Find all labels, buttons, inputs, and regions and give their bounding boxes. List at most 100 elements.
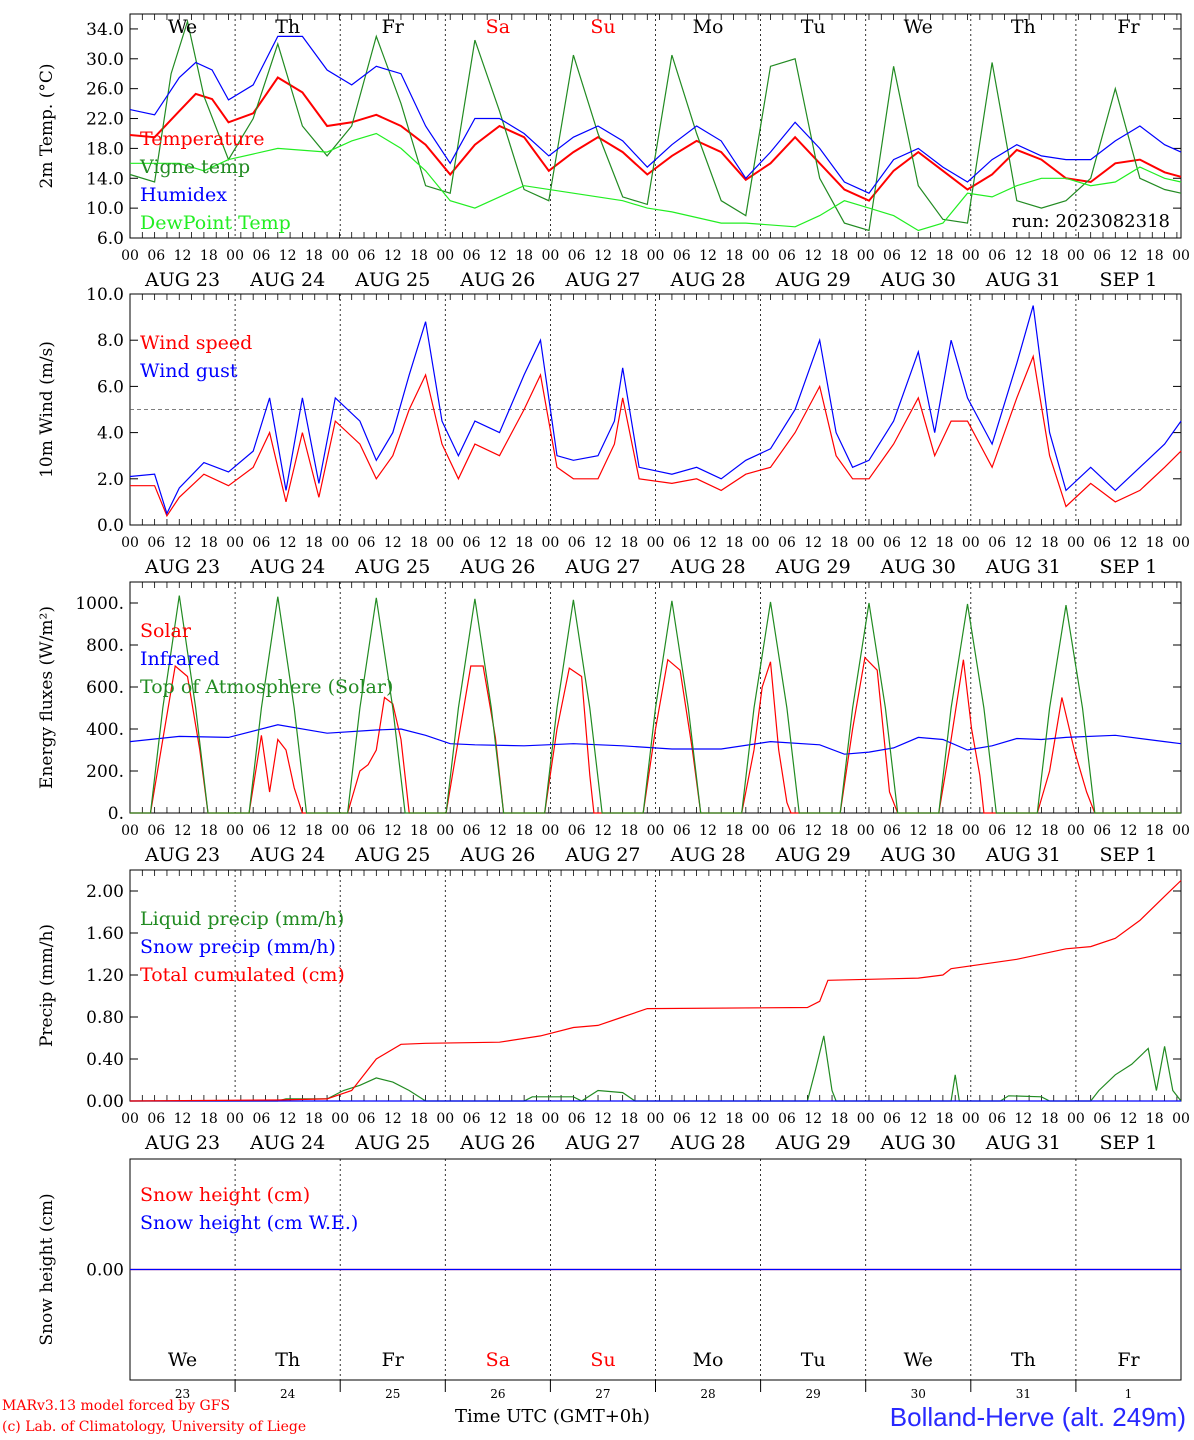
hour-tick-label: 18	[620, 535, 638, 551]
hour-tick-label: 12	[279, 535, 297, 551]
hour-tick-label: 12	[384, 1111, 402, 1127]
station-name: Bolland-Herve (alt. 249m)	[889, 1402, 1186, 1432]
hour-tick-label: 06	[252, 823, 270, 839]
hour-tick-label: 18	[410, 1111, 428, 1127]
y-tick-label: 18.0	[86, 139, 124, 159]
hour-tick-label: 18	[725, 248, 743, 264]
hour-tick-label: 06	[252, 535, 270, 551]
date-label: AUG 28	[669, 844, 745, 866]
hour-tick-label: 00	[1067, 1111, 1085, 1127]
hour-tick-label: 06	[568, 823, 586, 839]
date-label: AUG 31	[985, 269, 1061, 291]
hour-tick-label: 06	[988, 823, 1006, 839]
series-line-dewpoint-temp	[130, 132, 1182, 232]
day-number-label: 24	[280, 1387, 296, 1401]
date-label: AUG 24	[249, 1132, 325, 1154]
hour-tick-label: 18	[200, 1111, 218, 1127]
series-line-top-of-atmosphere-solar-	[130, 595, 1181, 814]
hour-tick-label: 00	[331, 1111, 349, 1127]
legend-entry: Snow height (cm W.E.)	[140, 1212, 358, 1234]
hour-tick-label: 00	[752, 535, 770, 551]
hour-tick-label: 18	[831, 248, 849, 264]
hour-tick-label: 12	[174, 1111, 192, 1127]
hour-tick-label: 00	[331, 823, 349, 839]
date-label: AUG 25	[354, 844, 430, 866]
hour-tick-label: 18	[200, 535, 218, 551]
run-annotation: run: 2023082318	[1012, 211, 1170, 232]
weekday-label: Fr	[1117, 16, 1140, 38]
hour-tick-label: 06	[147, 535, 165, 551]
weekday-label: We	[904, 16, 933, 38]
date-label: AUG 26	[459, 1132, 535, 1154]
hour-tick-label: 18	[1146, 823, 1164, 839]
hour-tick-label: 18	[410, 248, 428, 264]
y-tick-label: 1.60	[86, 924, 124, 944]
hour-tick-label: 00	[752, 248, 770, 264]
hour-tick-label: 12	[804, 1111, 822, 1127]
hour-tick-label: 06	[988, 535, 1006, 551]
hour-tick-label: 18	[620, 1111, 638, 1127]
weekday-label: Tu	[801, 1349, 826, 1371]
date-label: AUG 28	[669, 269, 745, 291]
hour-tick-label: 18	[515, 1111, 533, 1127]
weekday-label: We	[168, 16, 197, 38]
hour-tick-label: 06	[883, 248, 901, 264]
date-label: AUG 23	[144, 1132, 220, 1154]
series-line-wind-speed	[130, 354, 1182, 518]
hour-tick-label: 06	[463, 823, 481, 839]
hour-tick-label: 12	[489, 823, 507, 839]
hour-tick-label: 00	[121, 823, 139, 839]
date-label: SEP 1	[1100, 269, 1158, 291]
hour-tick-label: 00	[331, 535, 349, 551]
date-label: AUG 31	[985, 1132, 1061, 1154]
legend-entry: Humidex	[140, 184, 227, 206]
hour-tick-label: 18	[831, 1111, 849, 1127]
date-label: AUG 25	[354, 1132, 430, 1154]
hour-tick-label: 06	[883, 823, 901, 839]
legend-entry: Temperature	[140, 128, 264, 150]
hour-tick-label: 06	[778, 535, 796, 551]
legend-entry: DewPoint Temp	[140, 212, 291, 234]
day-number-label: 30	[911, 1387, 926, 1401]
hour-tick-label: 00	[436, 535, 454, 551]
hour-tick-label: 18	[410, 823, 428, 839]
legend-entry: Top of Atmosphere (Solar)	[140, 676, 393, 698]
hour-tick-label: 12	[174, 248, 192, 264]
date-label: AUG 27	[564, 844, 640, 866]
weekday-label: Th	[1011, 16, 1036, 38]
y-tick-label: 30.0	[86, 50, 124, 70]
hour-tick-label: 12	[279, 248, 297, 264]
weekday-label: Th	[275, 16, 300, 38]
date-label: AUG 30	[880, 1132, 956, 1154]
hour-tick-label: 00	[857, 535, 875, 551]
weekday-label: Sa	[486, 1349, 510, 1371]
date-label: AUG 26	[459, 844, 535, 866]
hour-tick-label: 00	[1172, 1111, 1190, 1127]
hour-tick-label: 12	[489, 1111, 507, 1127]
y-axis-label: Snow height (cm)	[37, 1193, 57, 1345]
hour-tick-label: 06	[463, 248, 481, 264]
hour-tick-label: 18	[831, 535, 849, 551]
hour-tick-label: 12	[699, 248, 717, 264]
hour-tick-label: 18	[200, 248, 218, 264]
hour-tick-label: 18	[1146, 248, 1164, 264]
weekday-label: Su	[590, 1349, 615, 1371]
hour-tick-label: 00	[1172, 248, 1190, 264]
hour-tick-label: 00	[1067, 535, 1085, 551]
hour-tick-label: 12	[594, 535, 612, 551]
date-label: AUG 28	[669, 1132, 745, 1154]
hour-tick-label: 12	[1014, 1111, 1032, 1127]
hour-tick-label: 12	[909, 1111, 927, 1127]
hour-tick-label: 00	[962, 535, 980, 551]
series-line-humidex	[129, 35, 1182, 194]
hour-tick-label: 12	[594, 248, 612, 264]
hour-tick-label: 18	[305, 823, 323, 839]
y-tick-label: 4.0	[97, 424, 124, 444]
model-credit: MARv3.13 model forced by GFS	[2, 1398, 231, 1414]
hour-tick-label: 06	[673, 823, 691, 839]
hour-tick-label: 18	[1041, 1111, 1059, 1127]
day-number-label: 26	[490, 1387, 505, 1401]
hour-tick-label: 00	[752, 823, 770, 839]
day-number-label: 28	[700, 1387, 715, 1401]
